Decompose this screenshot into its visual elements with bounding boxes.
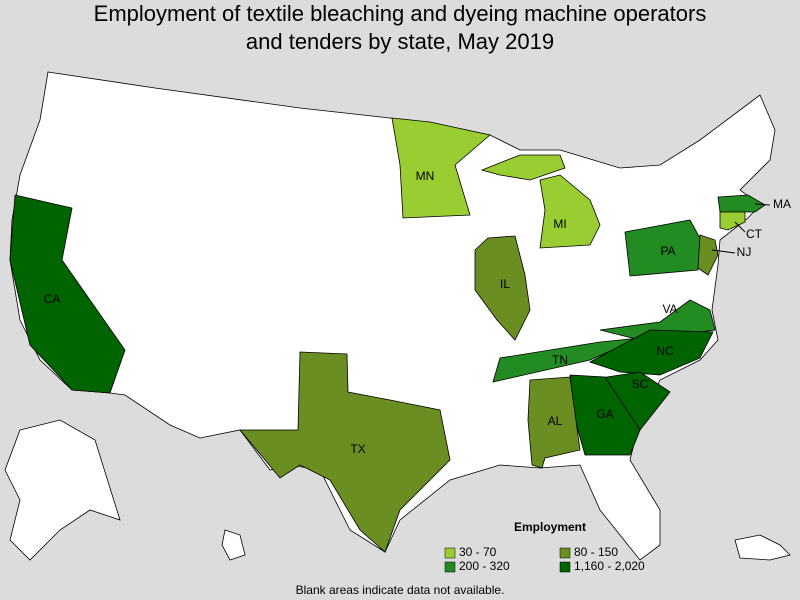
state-label: AL [548, 414, 563, 428]
leader-line [754, 203, 771, 206]
state-label: MN [416, 169, 435, 183]
legend-label: 200 - 320 [459, 559, 510, 573]
legend-label: 80 - 150 [574, 545, 618, 559]
state-label: CT [746, 227, 763, 241]
state [239, 351, 451, 553]
legend-title: Employment [514, 520, 586, 534]
footnote: Blank areas indicate data not available. [296, 583, 505, 597]
state-label: CA [44, 292, 61, 306]
hawaii [221, 529, 246, 561]
state-label: TX [350, 442, 365, 456]
state [588, 329, 714, 376]
legend-swatch [559, 547, 571, 559]
legend-label: 30 - 70 [459, 545, 497, 559]
state [539, 174, 601, 249]
state [474, 235, 531, 341]
leader-line [711, 249, 736, 254]
state [391, 117, 491, 219]
state [697, 234, 719, 276]
state [717, 194, 766, 213]
leader-line [734, 221, 746, 233]
legend-label: 1,160 - 2,020 [574, 559, 645, 573]
legend-swatch [444, 547, 456, 559]
state-label: MA [773, 197, 791, 211]
state [527, 376, 581, 469]
state-label: GA [596, 407, 613, 421]
state-label: IL [500, 277, 510, 291]
legend-swatch [444, 561, 456, 573]
state [9, 194, 126, 394]
state-label: VA [662, 302, 677, 316]
puerto-rico [734, 534, 791, 561]
state-label: NJ [737, 245, 752, 259]
state-label: TN [552, 353, 568, 367]
legend-swatch [559, 561, 571, 573]
state [719, 209, 746, 231]
state-label: NC [656, 344, 674, 358]
state-label: SC [632, 377, 649, 391]
state-label: MI [553, 217, 566, 231]
state-label: PA [660, 244, 675, 258]
map-title: Employment of textile bleaching and dyei… [93, 1, 707, 54]
state [480, 154, 566, 181]
alaska [4, 419, 121, 561]
